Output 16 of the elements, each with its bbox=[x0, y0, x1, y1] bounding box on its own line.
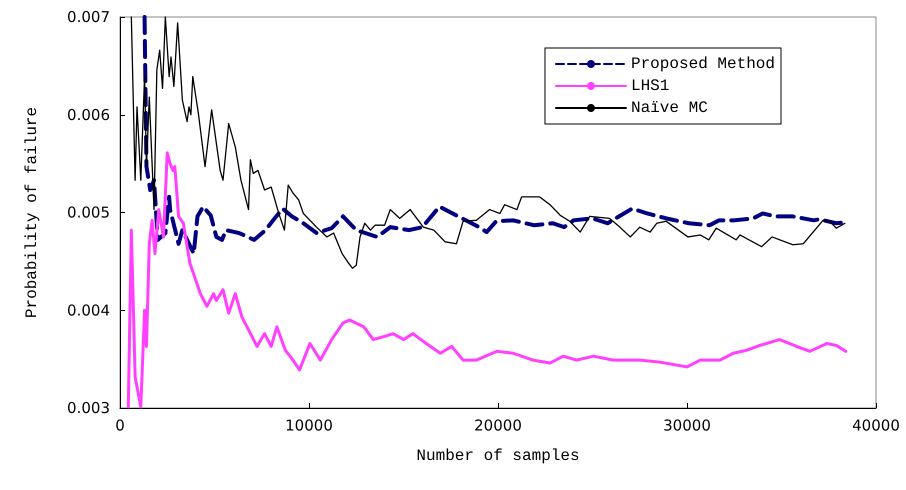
y-axis-title: Probability of failure bbox=[23, 106, 41, 318]
x-tick-label: 30000 bbox=[663, 416, 711, 434]
y-tick-label: 0.005 bbox=[67, 204, 110, 222]
x-tick-label: 40000 bbox=[852, 416, 900, 434]
legend-label: LHS1 bbox=[630, 77, 670, 95]
y-tick-label: 0.003 bbox=[67, 399, 110, 417]
x-tick-label: 10000 bbox=[285, 416, 333, 434]
y-tick-label: 0.007 bbox=[67, 8, 110, 26]
y-tick-label: 0.004 bbox=[67, 301, 110, 320]
line-series bbox=[126, 151, 848, 409]
legend-label: Naïve MC bbox=[630, 99, 708, 117]
x-axis-title: Number of samples bbox=[416, 447, 580, 465]
legend-label: Proposed Method bbox=[630, 55, 776, 73]
y-tick-label: 0.006 bbox=[67, 106, 110, 124]
x-tick-label: 20000 bbox=[474, 416, 522, 434]
x-tick-label: 0 bbox=[115, 416, 125, 434]
